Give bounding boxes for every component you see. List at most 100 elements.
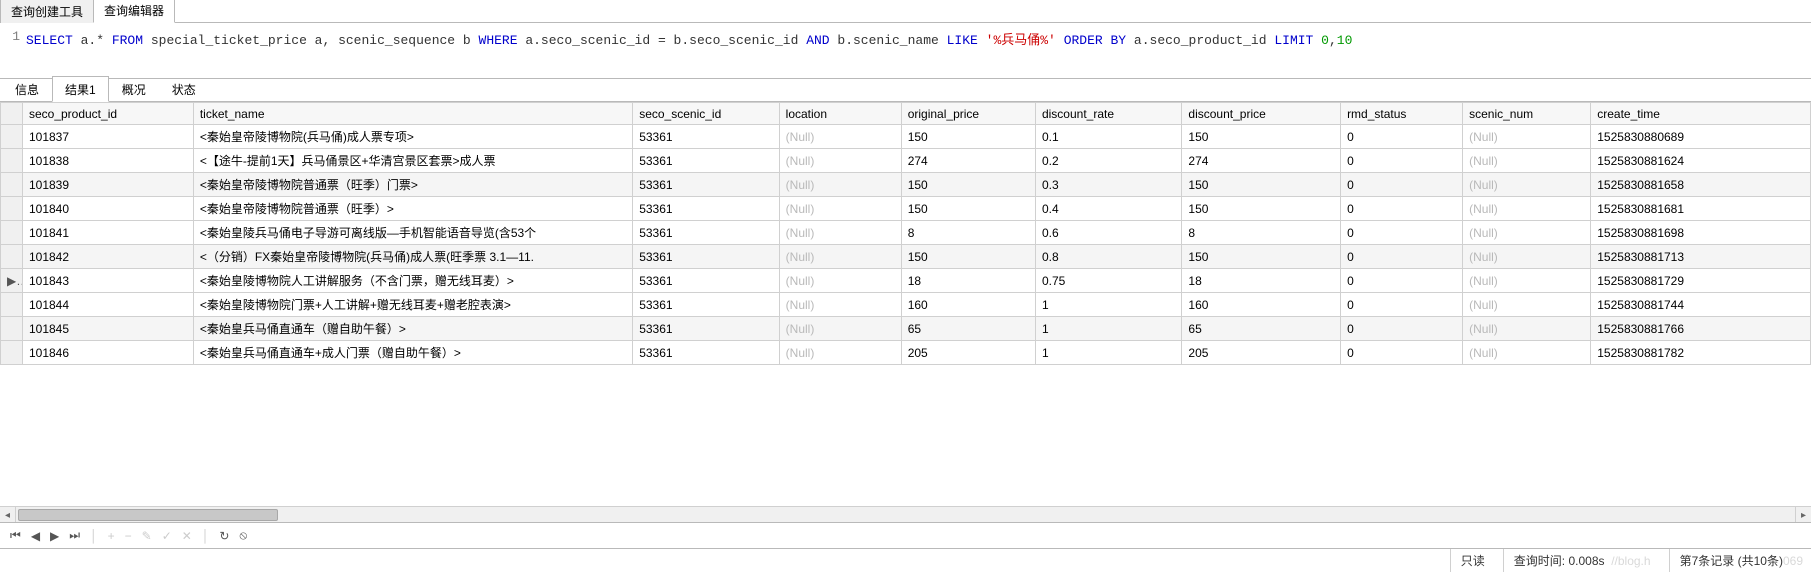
cell-rmd_status[interactable]: 0 (1341, 293, 1463, 317)
cell-discount_price[interactable]: 65 (1182, 317, 1341, 341)
cell-seco_scenic_id[interactable]: 53361 (633, 269, 779, 293)
cell-create_time[interactable]: 1525830881729 (1591, 269, 1811, 293)
cell-location[interactable]: (Null) (779, 149, 901, 173)
cell-original_price[interactable]: 205 (901, 341, 1035, 365)
cell-create_time[interactable]: 1525830881782 (1591, 341, 1811, 365)
cell-seco_product_id[interactable]: 101841 (22, 221, 193, 245)
cell-create_time[interactable]: 1525830880689 (1591, 125, 1811, 149)
table-row[interactable]: 101837<秦始皇帝陵博物院(兵马俑)成人票专项>53361(Null)150… (1, 125, 1811, 149)
column-header-discount_rate[interactable]: discount_rate (1035, 103, 1181, 125)
cell-location[interactable]: (Null) (779, 221, 901, 245)
cell-discount_price[interactable]: 205 (1182, 341, 1341, 365)
cell-original_price[interactable]: 18 (901, 269, 1035, 293)
cell-ticket_name[interactable]: <【途牛-提前1天】兵马俑景区+华清宫景区套票>成人票 (193, 149, 632, 173)
nav-refresh-icon[interactable]: ↻ (217, 529, 231, 543)
cell-discount_price[interactable]: 150 (1182, 173, 1341, 197)
row-marker[interactable] (1, 293, 23, 317)
cell-scenic_num[interactable]: (Null) (1463, 341, 1591, 365)
column-header-seco_scenic_id[interactable]: seco_scenic_id (633, 103, 779, 125)
cell-seco_product_id[interactable]: 101846 (22, 341, 193, 365)
cell-seco_scenic_id[interactable]: 53361 (633, 149, 779, 173)
cell-scenic_num[interactable]: (Null) (1463, 197, 1591, 221)
row-marker[interactable] (1, 149, 23, 173)
cell-rmd_status[interactable]: 0 (1341, 149, 1463, 173)
cell-rmd_status[interactable]: 0 (1341, 269, 1463, 293)
cell-discount_price[interactable]: 8 (1182, 221, 1341, 245)
cell-create_time[interactable]: 1525830881681 (1591, 197, 1811, 221)
cell-location[interactable]: (Null) (779, 197, 901, 221)
cell-seco_product_id[interactable]: 101840 (22, 197, 193, 221)
cell-location[interactable]: (Null) (779, 125, 901, 149)
tab-info[interactable]: 信息 (2, 76, 52, 102)
nav-delete-icon[interactable]: − (123, 529, 134, 543)
row-marker[interactable] (1, 221, 23, 245)
column-header-scenic_num[interactable]: scenic_num (1463, 103, 1591, 125)
cell-location[interactable]: (Null) (779, 269, 901, 293)
cell-seco_scenic_id[interactable]: 53361 (633, 317, 779, 341)
cell-scenic_num[interactable]: (Null) (1463, 269, 1591, 293)
cell-rmd_status[interactable]: 0 (1341, 341, 1463, 365)
cell-create_time[interactable]: 1525830881744 (1591, 293, 1811, 317)
cell-location[interactable]: (Null) (779, 293, 901, 317)
cell-scenic_num[interactable]: (Null) (1463, 317, 1591, 341)
cell-original_price[interactable]: 160 (901, 293, 1035, 317)
cell-scenic_num[interactable]: (Null) (1463, 173, 1591, 197)
cell-seco_product_id[interactable]: 101845 (22, 317, 193, 341)
cell-ticket_name[interactable]: <秦始皇帝陵博物院普通票（旺季）门票> (193, 173, 632, 197)
cell-ticket_name[interactable]: <秦始皇兵马俑直通车（赠自助午餐）> (193, 317, 632, 341)
row-marker[interactable] (1, 245, 23, 269)
table-row[interactable]: 101842<（分销）FX秦始皇帝陵博物院(兵马俑)成人票(旺季票 3.1—11… (1, 245, 1811, 269)
cell-original_price[interactable]: 150 (901, 173, 1035, 197)
cell-original_price[interactable]: 150 (901, 245, 1035, 269)
cell-rmd_status[interactable]: 0 (1341, 173, 1463, 197)
cell-discount_price[interactable]: 274 (1182, 149, 1341, 173)
column-header-ticket_name[interactable]: ticket_name (193, 103, 632, 125)
cell-rmd_status[interactable]: 0 (1341, 317, 1463, 341)
cell-discount_rate[interactable]: 0.1 (1035, 125, 1181, 149)
nav-prev-icon[interactable]: ◀ (29, 529, 42, 543)
table-row[interactable]: 101840<秦始皇帝陵博物院普通票（旺季）>53361(Null)1500.4… (1, 197, 1811, 221)
cell-scenic_num[interactable]: (Null) (1463, 149, 1591, 173)
cell-create_time[interactable]: 1525830881713 (1591, 245, 1811, 269)
nav-edit-icon[interactable]: ✎ (140, 529, 154, 543)
scroll-right-icon[interactable]: ▸ (1795, 507, 1811, 522)
horizontal-scrollbar[interactable]: ◂ ▸ (0, 506, 1811, 522)
result-grid[interactable]: seco_product_idticket_nameseco_scenic_id… (0, 102, 1811, 365)
cell-seco_scenic_id[interactable]: 53361 (633, 197, 779, 221)
cell-discount_price[interactable]: 160 (1182, 293, 1341, 317)
cell-scenic_num[interactable]: (Null) (1463, 293, 1591, 317)
cell-original_price[interactable]: 274 (901, 149, 1035, 173)
column-header-seco_product_id[interactable]: seco_product_id (22, 103, 193, 125)
cell-discount_rate[interactable]: 0.2 (1035, 149, 1181, 173)
cell-rmd_status[interactable]: 0 (1341, 125, 1463, 149)
table-row[interactable]: 101844<秦始皇陵博物院门票+人工讲解+赠无线耳麦+赠老腔表演>53361(… (1, 293, 1811, 317)
cell-seco_scenic_id[interactable]: 53361 (633, 125, 779, 149)
row-marker[interactable] (1, 341, 23, 365)
table-row[interactable]: 101846<秦始皇兵马俑直通车+成人门票（赠自助午餐）>53361(Null)… (1, 341, 1811, 365)
column-header-rmd_status[interactable]: rmd_status (1341, 103, 1463, 125)
cell-discount_rate[interactable]: 0.8 (1035, 245, 1181, 269)
row-marker[interactable] (1, 125, 23, 149)
cell-location[interactable]: (Null) (779, 173, 901, 197)
row-marker[interactable]: ▶ (1, 269, 23, 293)
column-header-discount_price[interactable]: discount_price (1182, 103, 1341, 125)
table-row[interactable]: 101845<秦始皇兵马俑直通车（赠自助午餐）>53361(Null)65165… (1, 317, 1811, 341)
cell-ticket_name[interactable]: <秦始皇帝陵博物院(兵马俑)成人票专项> (193, 125, 632, 149)
cell-seco_product_id[interactable]: 101844 (22, 293, 193, 317)
column-header-location[interactable]: location (779, 103, 901, 125)
cell-location[interactable]: (Null) (779, 317, 901, 341)
sql-editor[interactable]: 1 SELECT a.* FROM special_ticket_price a… (0, 23, 1811, 79)
cell-create_time[interactable]: 1525830881658 (1591, 173, 1811, 197)
cell-ticket_name[interactable]: <（分销）FX秦始皇帝陵博物院(兵马俑)成人票(旺季票 3.1—11. (193, 245, 632, 269)
cell-seco_product_id[interactable]: 101838 (22, 149, 193, 173)
tab-status[interactable]: 状态 (159, 76, 209, 102)
nav-last-icon[interactable]: ⏭ (67, 528, 82, 543)
cell-original_price[interactable]: 150 (901, 197, 1035, 221)
cell-discount_price[interactable]: 150 (1182, 197, 1341, 221)
scroll-thumb[interactable] (18, 509, 278, 521)
cell-create_time[interactable]: 1525830881766 (1591, 317, 1811, 341)
nav-next-icon[interactable]: ▶ (48, 529, 61, 543)
tab-profile[interactable]: 概况 (109, 76, 159, 102)
nav-stop-icon[interactable]: ⦸ (237, 528, 249, 543)
cell-discount_rate[interactable]: 0.75 (1035, 269, 1181, 293)
